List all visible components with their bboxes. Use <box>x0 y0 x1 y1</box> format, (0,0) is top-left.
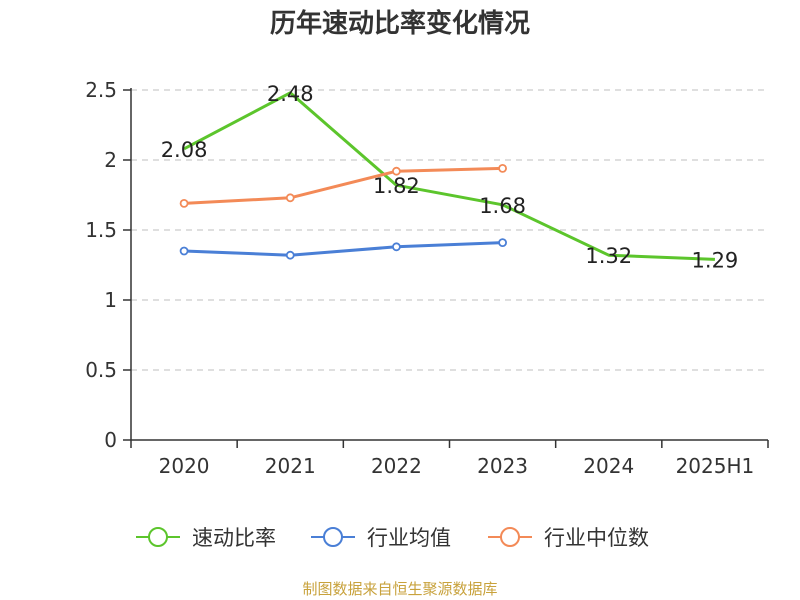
data-point <box>392 166 401 176</box>
data-label: 1.68 <box>479 194 526 218</box>
data-point <box>498 238 507 248</box>
data-label: 2.08 <box>161 138 208 162</box>
y-tick-label: 2.5 <box>85 78 117 102</box>
data-point <box>285 250 295 260</box>
data-point <box>179 198 189 208</box>
x-tick-label: 2024 <box>583 454 634 478</box>
chart-title: 历年速动比率变化情况 <box>269 9 530 39</box>
data-label: 1.82 <box>373 174 420 198</box>
legend-label: 行业均值 <box>367 526 451 550</box>
x-tick-label: 2021 <box>265 454 316 478</box>
data-label: 1.32 <box>585 244 632 268</box>
y-tick-label: 1 <box>104 288 117 312</box>
x-tick-label: 2023 <box>477 454 528 478</box>
data-label: 2.48 <box>267 82 314 106</box>
y-tick-label: 2 <box>104 148 117 172</box>
y-tick-label: 1.5 <box>85 218 117 242</box>
series-line-2 <box>184 166 503 205</box>
y-tick-label: 0.5 <box>85 358 117 382</box>
legend-marker <box>500 527 520 547</box>
y-tick-label: 0 <box>104 428 117 452</box>
data-point <box>179 246 189 256</box>
data-point <box>285 193 295 203</box>
data-source-note: 制图数据来自恒生聚源数据库 <box>302 580 498 598</box>
series-line-0 <box>183 91 715 261</box>
data-point <box>392 242 401 252</box>
data-label: 1.29 <box>692 248 739 272</box>
legend-marker <box>148 527 168 547</box>
data-point <box>498 163 507 173</box>
x-tick-label: 2020 <box>159 454 210 478</box>
legend-label: 速动比率 <box>192 526 276 550</box>
legend-label: 行业中位数 <box>544 526 649 550</box>
x-tick-label: 2022 <box>371 454 422 478</box>
x-tick-label: 2025H1 <box>676 454 755 478</box>
series-line-1 <box>184 241 503 257</box>
legend-marker <box>323 527 343 547</box>
